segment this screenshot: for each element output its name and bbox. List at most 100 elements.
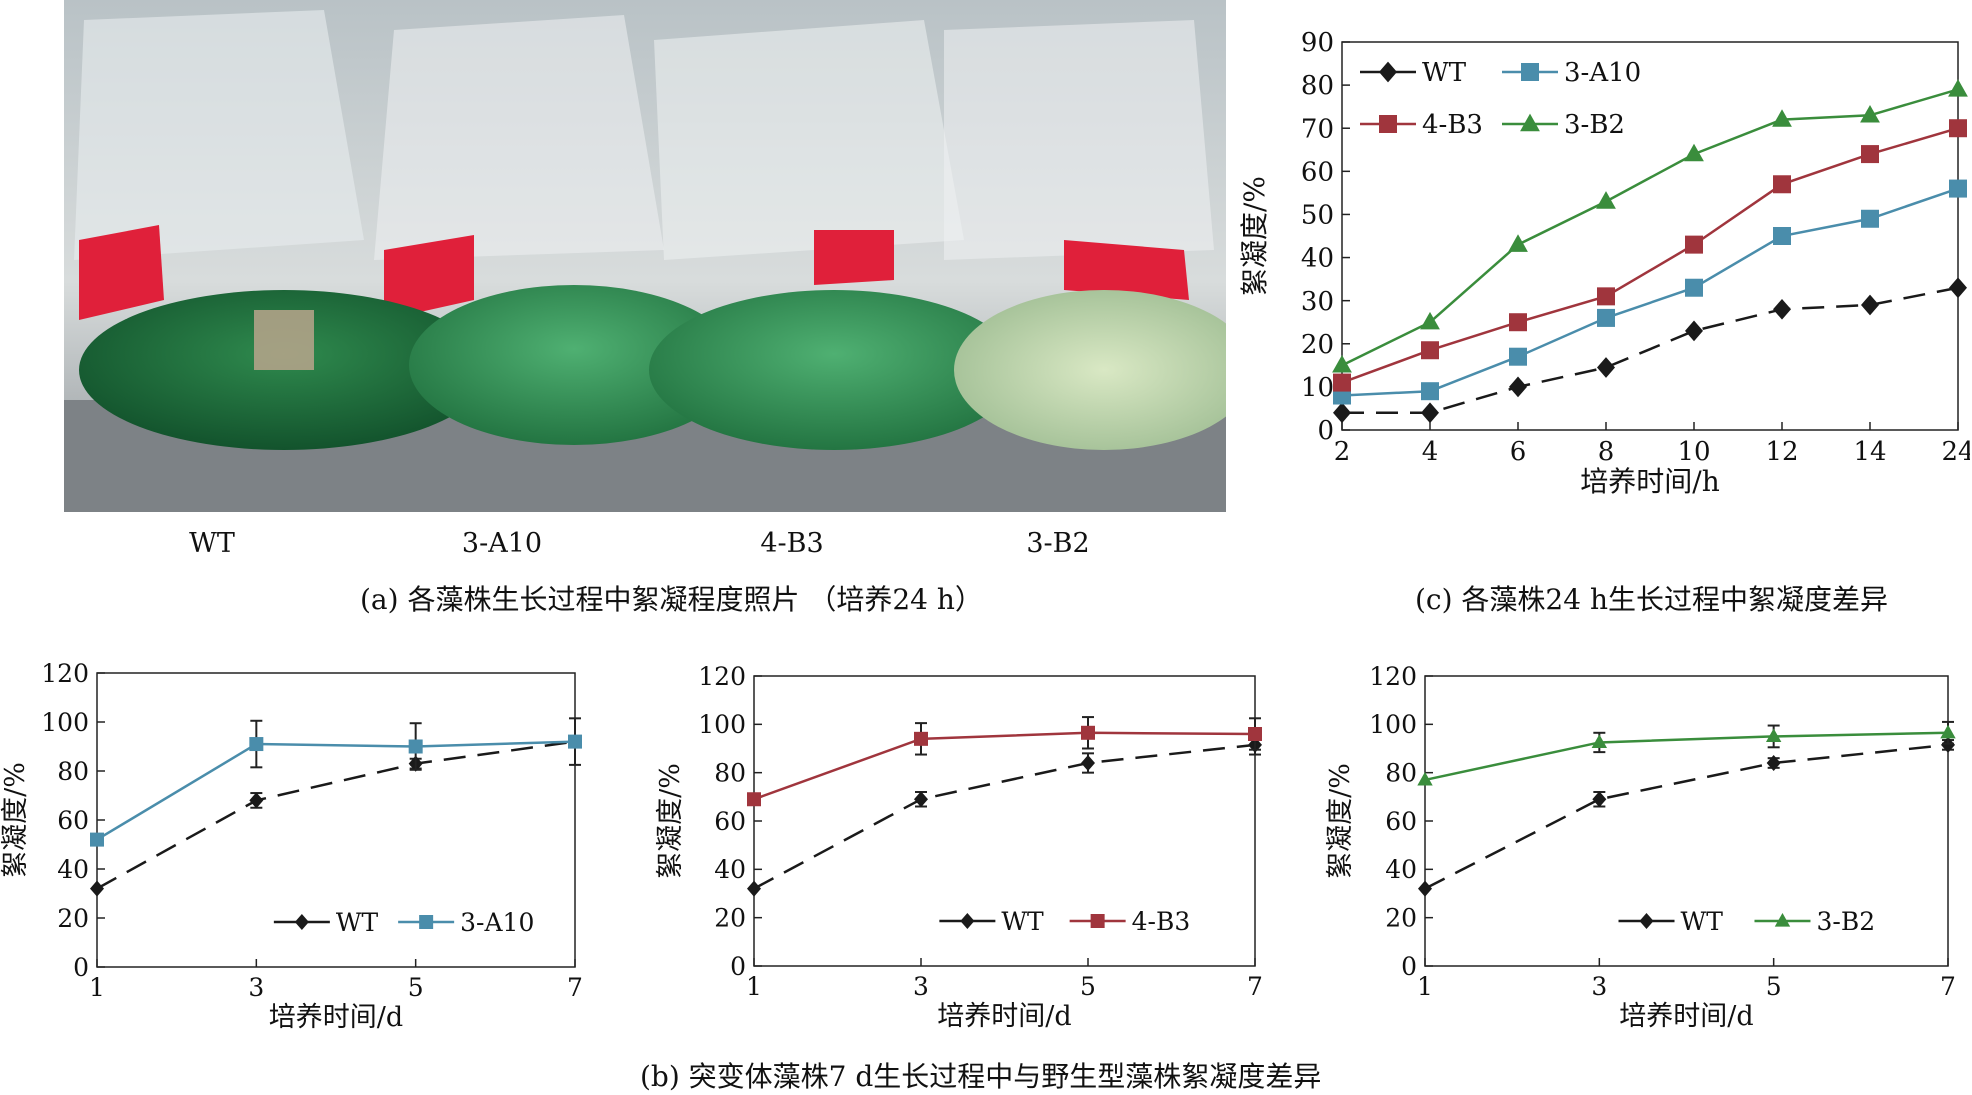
data-point bbox=[914, 731, 928, 746]
data-point bbox=[747, 880, 761, 897]
y-tick-label: 100 bbox=[41, 708, 89, 737]
y-tick-label: 100 bbox=[698, 710, 746, 739]
y-tick-label: 20 bbox=[1301, 330, 1334, 360]
series-wt bbox=[1418, 736, 1955, 897]
series-line bbox=[1341, 127, 1959, 384]
series-line bbox=[96, 740, 576, 890]
data-point bbox=[1685, 278, 1703, 297]
data-point bbox=[1861, 294, 1879, 316]
y-tick-label: 40 bbox=[57, 855, 89, 884]
legend-label: 4-B3 bbox=[1422, 110, 1483, 140]
x-tick-label: 4 bbox=[1422, 437, 1439, 467]
data-point bbox=[90, 832, 104, 847]
caption-a: (a) 各藻株生长过程中絮凝程度照片 （培养24 h） bbox=[360, 583, 983, 616]
y-tick-label: 120 bbox=[41, 659, 89, 688]
series-wt bbox=[1333, 277, 1967, 424]
legend-label: WT bbox=[1001, 907, 1044, 936]
y-tick-label: 60 bbox=[57, 806, 89, 835]
data-point bbox=[1773, 175, 1791, 194]
legend-label: WT bbox=[1681, 907, 1724, 936]
x-axis-label: 培养时间/h bbox=[1580, 465, 1719, 498]
y-tick-label: 40 bbox=[1301, 244, 1334, 274]
series-3-b2 bbox=[1417, 720, 1956, 786]
data-point bbox=[1940, 724, 1956, 739]
y-tick-label: 90 bbox=[1301, 28, 1334, 58]
y-tick-label: 10 bbox=[1301, 373, 1334, 403]
series-line bbox=[1342, 286, 1959, 415]
legend-label: 4-B3 bbox=[1132, 907, 1191, 936]
data-point bbox=[249, 792, 264, 809]
x-tick-label: 14 bbox=[1853, 437, 1886, 467]
x-tick-label: 6 bbox=[1510, 437, 1527, 467]
data-point bbox=[1860, 104, 1880, 123]
series-line bbox=[1341, 88, 1959, 367]
data-point bbox=[1081, 725, 1095, 740]
chart-b3: 0 20 40 60 80 100 120 1 3 5 7 培养时间/d 絮凝度/% WT 3-B2 bbox=[1325, 662, 1956, 1032]
legend-marker bbox=[960, 912, 975, 930]
y-tick-label: 0 bbox=[1317, 416, 1334, 446]
y-tick-label: 40 bbox=[1385, 855, 1417, 884]
data-point bbox=[1418, 880, 1432, 897]
x-axis-label: 培养时间/d bbox=[937, 1001, 1071, 1032]
x-tick-label: 5 bbox=[1766, 972, 1782, 1001]
data-point bbox=[1333, 373, 1351, 392]
y-tick-label: 60 bbox=[1385, 807, 1417, 836]
x-tick-label: 3 bbox=[913, 972, 929, 1001]
data-point bbox=[1773, 227, 1791, 245]
legend-label: 3-B2 bbox=[1816, 907, 1875, 936]
x-tick-label: 1 bbox=[89, 973, 105, 1002]
x-tick-label: 1 bbox=[1417, 972, 1433, 1001]
y-tick-label: 80 bbox=[57, 757, 89, 786]
x-tick-label: 7 bbox=[567, 973, 583, 1002]
data-point bbox=[1949, 179, 1967, 198]
data-point bbox=[1248, 727, 1262, 741]
x-tick-label: 3 bbox=[1591, 972, 1607, 1001]
flask-photo bbox=[64, 0, 1254, 512]
data-point bbox=[1861, 209, 1879, 228]
flask-label-4-b3: 4-B3 bbox=[760, 528, 824, 559]
y-tick-label: 30 bbox=[1301, 287, 1334, 317]
data-point bbox=[249, 737, 264, 752]
y-tick-label: 40 bbox=[714, 855, 746, 884]
data-point bbox=[1509, 313, 1527, 332]
x-tick-label: 5 bbox=[408, 973, 424, 1002]
y-tick-label: 100 bbox=[1369, 710, 1417, 739]
series-wt bbox=[90, 733, 582, 897]
data-point bbox=[1081, 754, 1095, 772]
series-line bbox=[96, 740, 576, 841]
y-tick-label: 0 bbox=[1401, 952, 1417, 981]
plot-frame bbox=[1341, 41, 1959, 431]
legend-marker bbox=[419, 915, 434, 929]
caption-c: (c) 各藻株24 h生长过程中絮凝度差异 bbox=[1415, 583, 1888, 616]
data-point bbox=[1597, 308, 1615, 327]
y-tick-label: 60 bbox=[1301, 157, 1334, 187]
x-tick-label: 7 bbox=[1940, 972, 1956, 1001]
y-tick-label: 20 bbox=[1385, 903, 1417, 932]
y-tick-label: 0 bbox=[730, 952, 746, 981]
series-3-b2 bbox=[1332, 79, 1968, 373]
x-axis-label: 培养时间/d bbox=[269, 1002, 403, 1033]
data-point bbox=[568, 734, 582, 749]
data-point bbox=[914, 791, 928, 808]
x-tick-label: 12 bbox=[1765, 437, 1798, 467]
data-point bbox=[1417, 771, 1433, 786]
y-tick-label: 50 bbox=[1301, 201, 1334, 231]
y-tick-label: 20 bbox=[714, 903, 746, 932]
x-tick-label: 8 bbox=[1598, 437, 1615, 467]
chart-b2: 0 20 40 60 80 100 120 1 3 5 7 培养时间/d 絮凝度/% WT 4-B3 bbox=[655, 662, 1263, 1032]
legend: WT 3-B2 bbox=[1618, 907, 1875, 936]
data-point bbox=[1592, 791, 1607, 808]
legend-marker bbox=[1639, 912, 1654, 930]
data-point bbox=[1421, 402, 1439, 424]
caption-b: (b) 突变体藻株7 d生长过程中与野生型藻株絮凝度差异 bbox=[640, 1060, 1322, 1093]
data-point bbox=[1773, 298, 1791, 320]
data-point bbox=[1948, 79, 1968, 97]
legend: WT 3-A10 bbox=[273, 908, 534, 937]
legend-marker bbox=[1090, 914, 1105, 928]
y-axis-label: 絮凝度/% bbox=[0, 762, 31, 878]
data-point bbox=[1591, 734, 1608, 749]
data-point bbox=[1949, 277, 1967, 299]
x-tick-label: 1 bbox=[746, 972, 762, 1001]
series-line bbox=[1424, 731, 1949, 782]
